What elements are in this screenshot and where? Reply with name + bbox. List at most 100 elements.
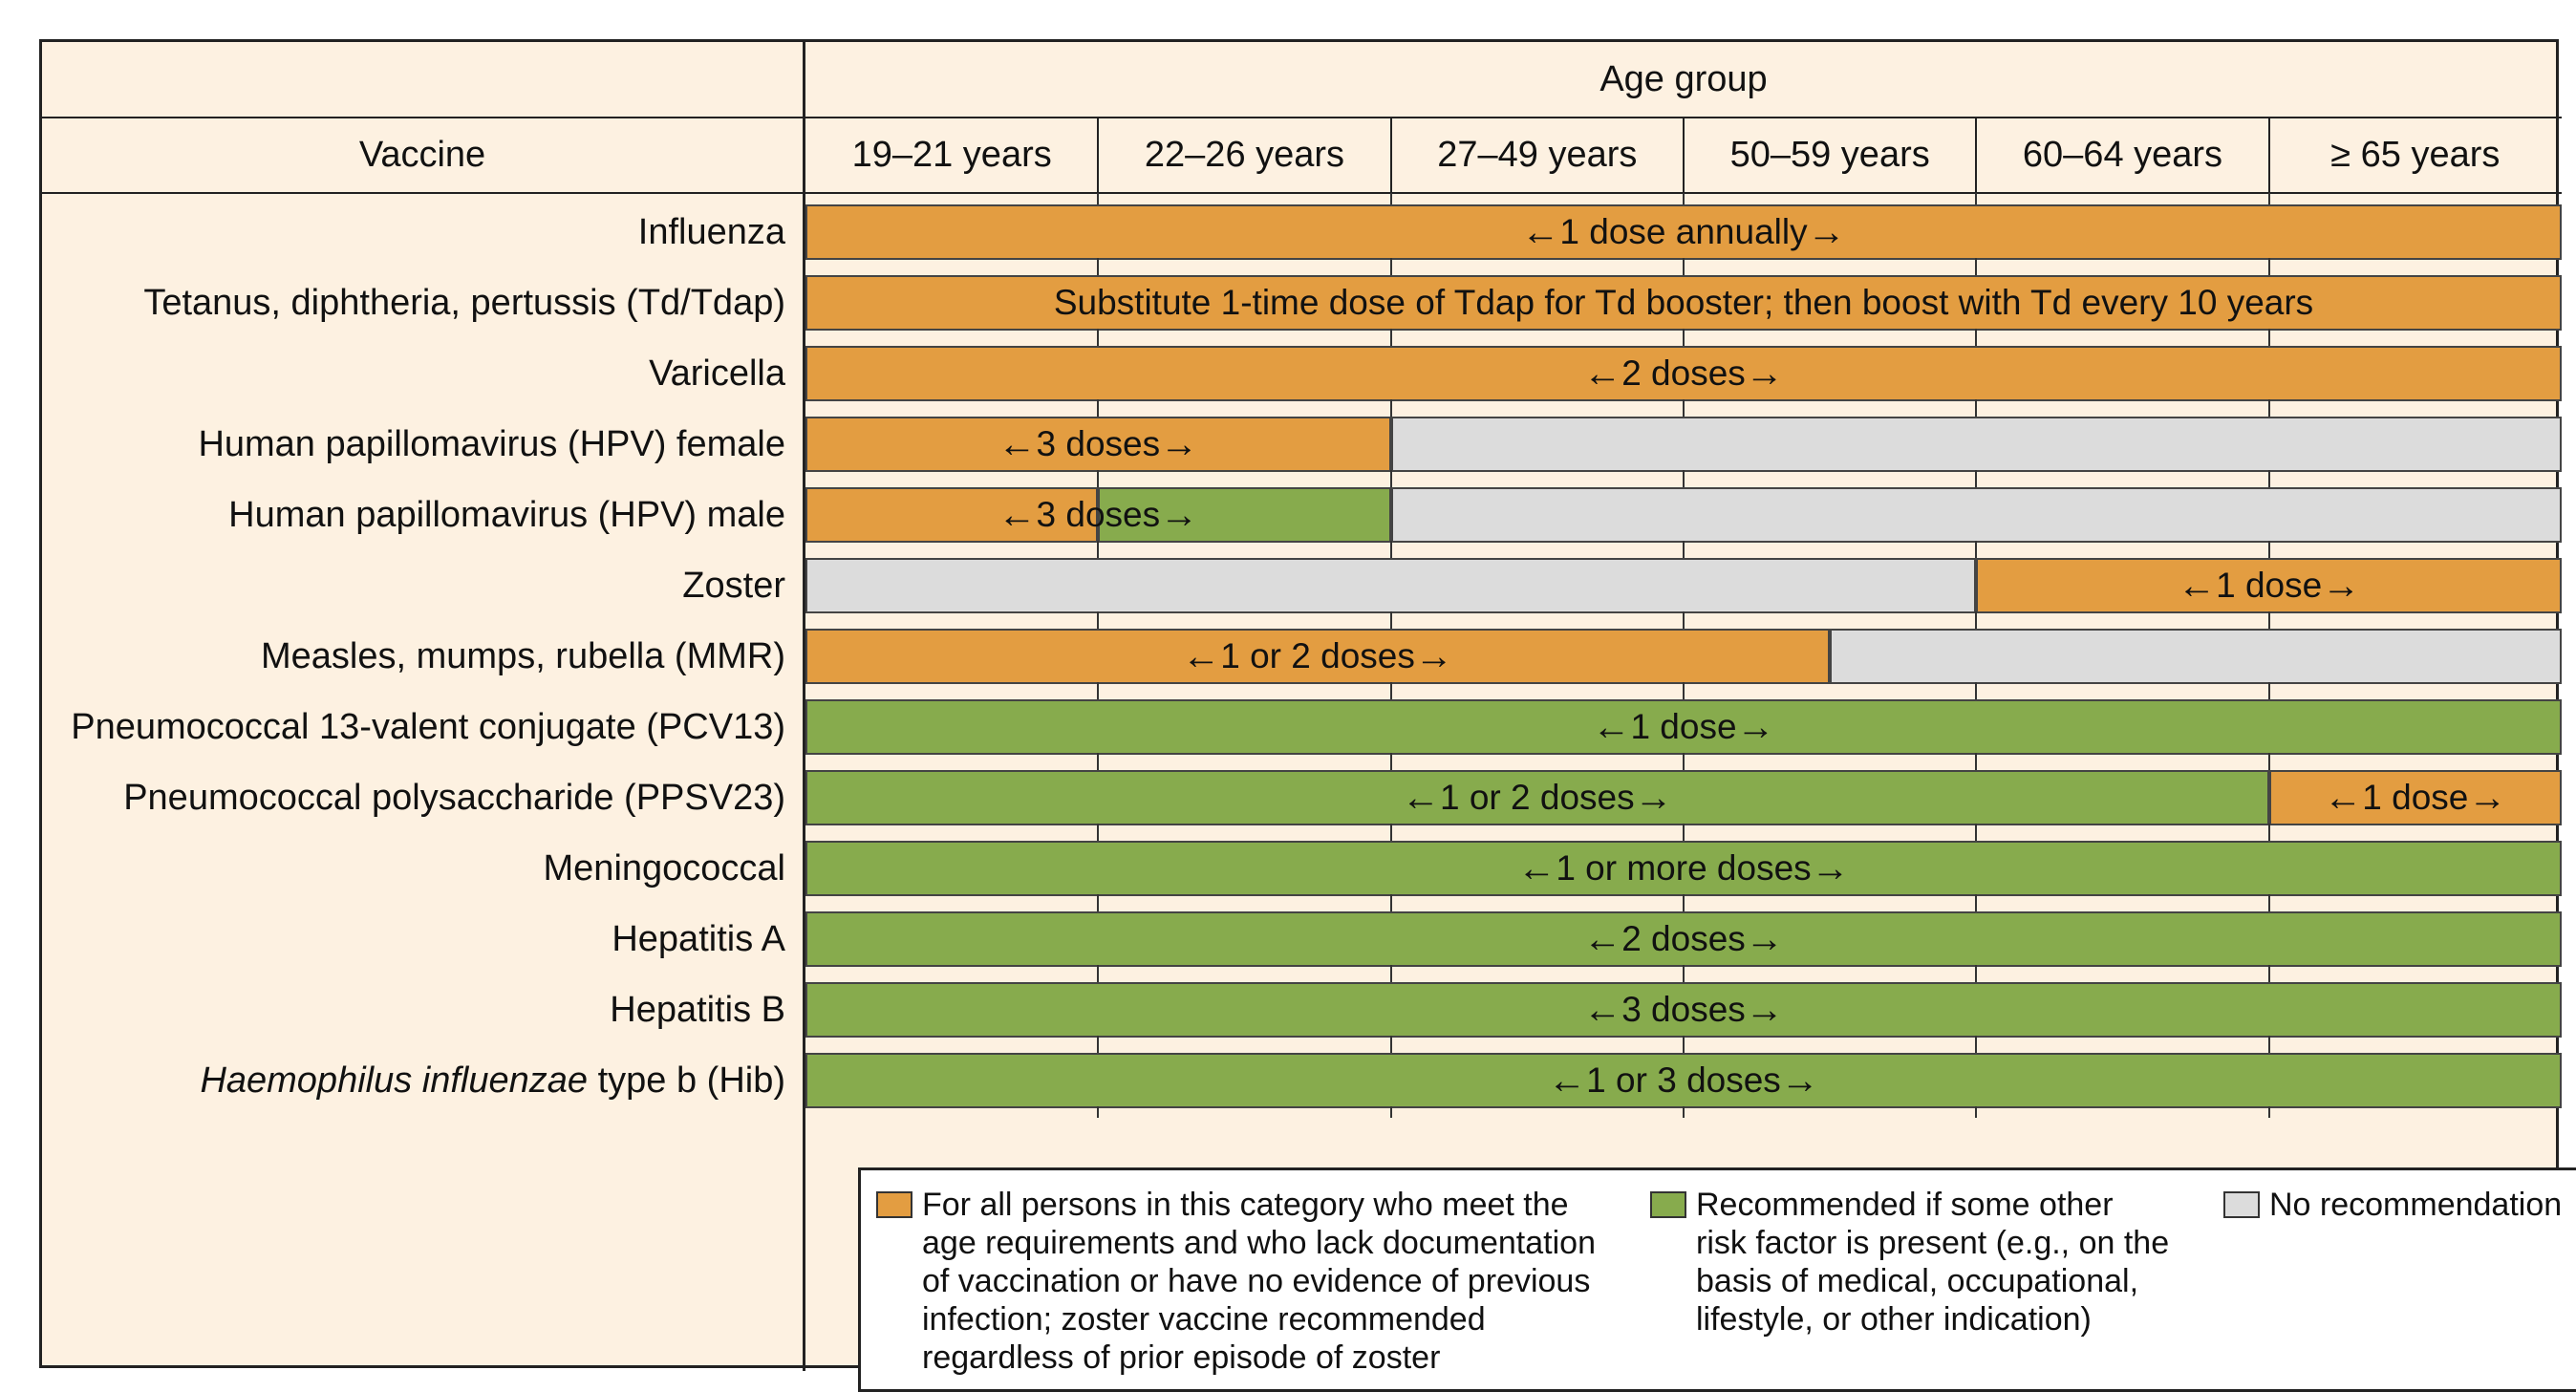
column-tick xyxy=(1975,759,1978,770)
column-tick xyxy=(1975,334,1978,346)
column-tick xyxy=(1097,759,1100,770)
column-tick xyxy=(2267,193,2270,204)
age-group-header: Age group xyxy=(1599,58,1768,99)
vaccine-name: Hepatitis A xyxy=(612,918,785,959)
vaccine-name: Varicella xyxy=(649,353,785,394)
column-tick xyxy=(1975,971,1978,982)
column-tick xyxy=(1389,688,1392,699)
column-tick xyxy=(1975,405,1978,417)
age-column-divider xyxy=(1975,118,1978,192)
column-tick xyxy=(1975,1106,1978,1118)
legend-swatch-green xyxy=(1650,1191,1686,1218)
column-tick xyxy=(2267,971,2270,982)
legend-text-gray: No recommendation xyxy=(2269,1186,2562,1224)
vaccine-name: Measles, mumps, rubella (MMR) xyxy=(261,635,785,676)
column-tick xyxy=(1389,1041,1392,1053)
legend-line: age requirements and who lack documentat… xyxy=(922,1225,1596,1261)
column-tick xyxy=(1975,546,1978,558)
legend-swatch-orange xyxy=(876,1191,912,1218)
age-column-divider xyxy=(1389,118,1392,192)
column-tick xyxy=(1683,1106,1685,1118)
schedule-bar-gray xyxy=(805,558,1977,613)
age-group-column-header: 27–49 years xyxy=(1437,135,1638,175)
column-tick xyxy=(1975,688,1978,699)
column-tick xyxy=(1389,971,1392,982)
vaccine-name: Human papillomavirus (HPV) female xyxy=(198,423,785,464)
column-tick xyxy=(1683,405,1685,417)
column-tick xyxy=(1975,476,1978,487)
column-tick xyxy=(1683,476,1685,487)
vaccine-name: Pneumococcal polysaccharide (PPSV23) xyxy=(123,777,785,818)
legend-item-gray: No recommendation xyxy=(2223,1186,2562,1224)
column-tick xyxy=(1097,617,1100,629)
column-tick xyxy=(1097,476,1100,487)
vaccine-name: Tetanus, diphtheria, pertussis (Td/Tdap) xyxy=(143,282,785,323)
column-tick xyxy=(1683,334,1685,346)
vaccine-name: Influenza xyxy=(637,211,785,252)
schedule-bar-gray xyxy=(1390,487,2562,543)
vaccine-column-divider xyxy=(803,42,805,1371)
column-tick xyxy=(2267,688,2270,699)
legend-line: For all persons in this category who mee… xyxy=(922,1187,1569,1223)
schedule-bar-gray xyxy=(1830,629,2562,684)
schedule-bar-green xyxy=(1098,487,1391,543)
vaccine-name: Haemophilus influenzae type b (Hib) xyxy=(42,1045,785,1116)
legend-text-orange: For all persons in this category who mee… xyxy=(922,1186,1596,1377)
column-tick xyxy=(1683,1041,1685,1053)
schedule-bar-orange xyxy=(805,346,2562,401)
column-tick xyxy=(1097,1041,1100,1053)
column-tick xyxy=(1389,193,1392,204)
column-tick xyxy=(1389,900,1392,911)
column-tick xyxy=(1389,546,1392,558)
column-tick xyxy=(2267,405,2270,417)
column-tick xyxy=(2267,759,2270,770)
column-tick xyxy=(1389,829,1392,841)
header-divider-bottom xyxy=(42,192,2562,194)
legend-line: Recommended if some other xyxy=(1696,1187,2114,1223)
column-tick xyxy=(1975,900,1978,911)
column-tick xyxy=(1389,759,1392,770)
column-tick xyxy=(2267,334,2270,346)
schedule-bar-orange xyxy=(805,629,1831,684)
column-tick xyxy=(1097,1106,1100,1118)
age-group-column-header: 19–21 years xyxy=(851,135,1052,175)
vaccine-name-rest: type b (Hib) xyxy=(588,1060,785,1101)
age-column-divider xyxy=(1097,118,1100,192)
column-tick xyxy=(1683,193,1685,204)
age-group-column-header: ≥ 65 years xyxy=(2330,135,2501,175)
column-tick xyxy=(1975,617,1978,629)
vaccine-schedule-table: Age group Vaccine 19–21 years 22–26 years… xyxy=(39,39,2576,1392)
age-group-column-header: 22–26 years xyxy=(1144,135,1345,175)
vaccine-name: Meningococcal xyxy=(543,847,785,889)
column-tick xyxy=(1975,829,1978,841)
column-tick xyxy=(1097,264,1100,275)
column-tick xyxy=(1389,617,1392,629)
vaccine-name: Human papillomavirus (HPV) male xyxy=(228,494,785,535)
column-tick xyxy=(1683,971,1685,982)
vaccine-column-header: Vaccine xyxy=(358,135,486,175)
vaccine-name: Pneumococcal 13-valent conjugate (PCV13) xyxy=(71,706,785,747)
legend-item-orange: For all persons in this category who mee… xyxy=(876,1186,1596,1377)
column-tick xyxy=(1975,264,1978,275)
column-tick xyxy=(1389,476,1392,487)
column-tick xyxy=(1683,546,1685,558)
column-tick xyxy=(2267,476,2270,487)
age-group-column-header: 60–64 years xyxy=(2022,135,2223,175)
legend-line: lifestyle, or other indication) xyxy=(1696,1301,2092,1338)
schedule-bar-green xyxy=(805,699,2562,755)
column-tick xyxy=(1097,971,1100,982)
column-tick xyxy=(1683,617,1685,629)
legend-line: regardless of prior episode of zoster xyxy=(922,1339,1441,1376)
legend-line: No recommendation xyxy=(2269,1187,2563,1223)
column-tick xyxy=(1097,405,1100,417)
schedule-bar-orange xyxy=(805,275,2562,331)
schedule-bar-gray xyxy=(1390,417,2562,472)
column-tick xyxy=(1097,829,1100,841)
column-tick xyxy=(2267,1041,2270,1053)
schedule-bar-green xyxy=(805,1053,2562,1108)
vaccine-name-italic: Haemophilus influenzae xyxy=(200,1060,589,1101)
schedule-bar-orange xyxy=(1976,558,2562,613)
column-tick xyxy=(2267,617,2270,629)
column-tick xyxy=(1097,193,1100,204)
column-tick xyxy=(1683,829,1685,841)
